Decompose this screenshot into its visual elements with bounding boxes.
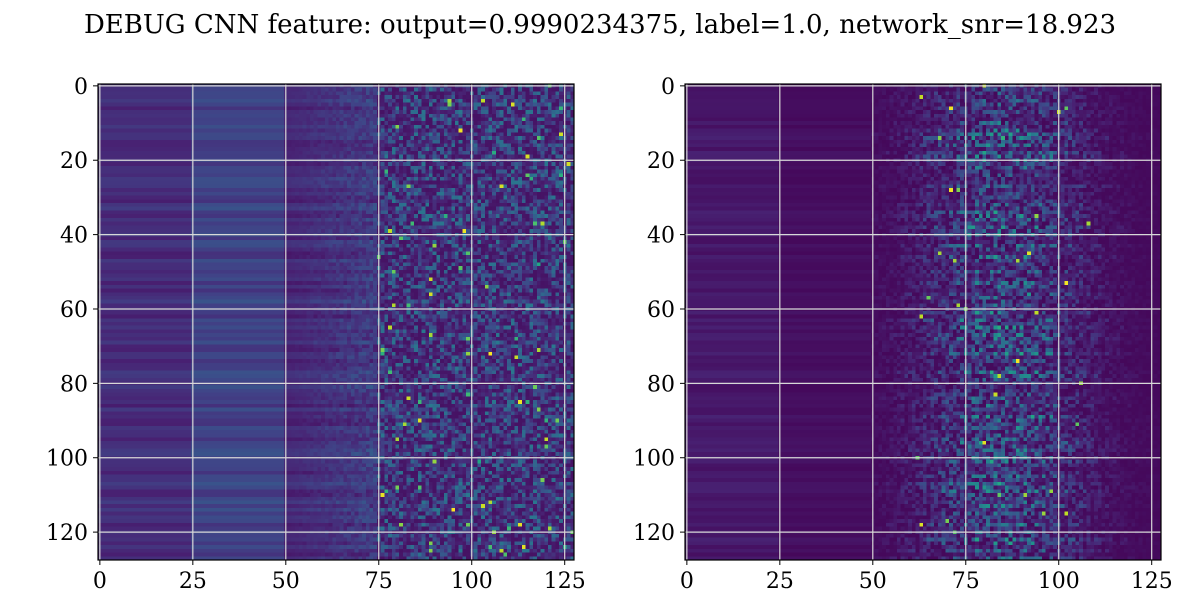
y-tick-label: 120 [633, 521, 675, 546]
heatmap-panel-left: 0 25 50 75 100 125 0 20 40 60 80 100 120 [46, 75, 586, 594]
y-tick-label: 80 [647, 372, 675, 397]
x-tick-label: 50 [272, 569, 300, 594]
y-tick-label: 20 [647, 149, 675, 174]
x-tick-label: 125 [1131, 569, 1173, 594]
y-tick-label: 100 [633, 447, 675, 472]
y-tick-label: 20 [60, 149, 88, 174]
y-tick-label: 100 [46, 447, 88, 472]
y-tick-label: 120 [46, 521, 88, 546]
x-tick-label: 50 [859, 569, 887, 594]
axes-frame [684, 83, 1162, 561]
y-tick-label: 60 [647, 298, 675, 323]
y-tick-label: 80 [60, 372, 88, 397]
x-tick-label: 100 [1038, 569, 1080, 594]
x-tick-label: 100 [451, 569, 493, 594]
heatmap-image [98, 84, 574, 560]
y-tick-label: 0 [74, 75, 88, 100]
x-tick-label: 25 [179, 569, 207, 594]
x-tick-label: 25 [766, 569, 794, 594]
x-tick-label: 75 [365, 569, 393, 594]
y-tick-label: 0 [661, 75, 675, 100]
figure-title: DEBUG CNN feature: output=0.9990234375, … [83, 10, 1117, 40]
heatmap-image [685, 84, 1161, 560]
x-tick-label: 0 [680, 569, 694, 594]
y-tick-label: 60 [60, 298, 88, 323]
x-tick-label: 75 [952, 569, 980, 594]
y-tick-label: 40 [60, 224, 88, 249]
y-tick-label: 40 [647, 224, 675, 249]
axes-frame [97, 83, 575, 561]
heatmap-panel-right: 0 25 50 75 100 125 0 20 40 60 80 100 120 [633, 75, 1173, 594]
x-tick-label: 0 [93, 569, 107, 594]
x-tick-label: 125 [544, 569, 586, 594]
